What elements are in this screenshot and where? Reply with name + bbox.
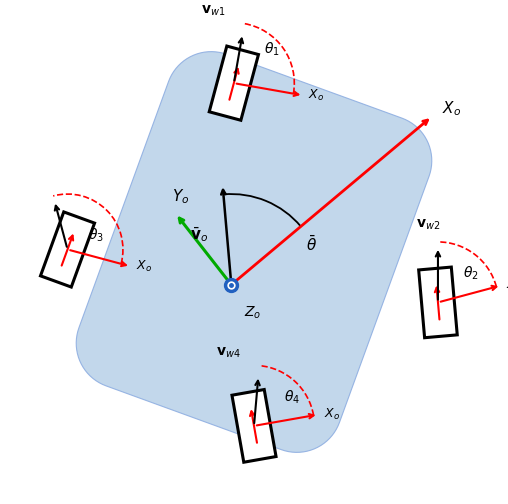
Polygon shape [41, 212, 94, 287]
Text: $\bar{\theta}$: $\bar{\theta}$ [306, 235, 318, 254]
Polygon shape [209, 46, 259, 120]
Text: $Y_o$: $Y_o$ [172, 187, 189, 206]
Text: $\theta_4$: $\theta_4$ [284, 388, 300, 406]
Polygon shape [76, 51, 432, 453]
Text: $X_o$: $X_o$ [308, 88, 325, 103]
Text: $\bar{\mathbf{v}}_o$: $\bar{\mathbf{v}}_o$ [189, 225, 208, 244]
Text: $\mathbf{v}_{w4}$: $\mathbf{v}_{w4}$ [216, 346, 241, 360]
Text: $Z_o$: $Z_o$ [244, 305, 261, 322]
Text: $X_o$: $X_o$ [506, 278, 508, 293]
Text: $\theta_1$: $\theta_1$ [264, 40, 280, 58]
Text: $X_o$: $X_o$ [324, 407, 340, 422]
Text: $\theta_2$: $\theta_2$ [463, 265, 479, 282]
Polygon shape [232, 390, 276, 462]
Text: $\theta_3$: $\theta_3$ [88, 227, 104, 244]
Text: $\mathbf{v}_{w1}$: $\mathbf{v}_{w1}$ [202, 3, 226, 18]
Polygon shape [419, 267, 457, 338]
Text: $\mathbf{v}_{w2}$: $\mathbf{v}_{w2}$ [416, 217, 440, 232]
Text: $X_o$: $X_o$ [136, 259, 152, 274]
Text: $X_o$: $X_o$ [442, 99, 461, 118]
